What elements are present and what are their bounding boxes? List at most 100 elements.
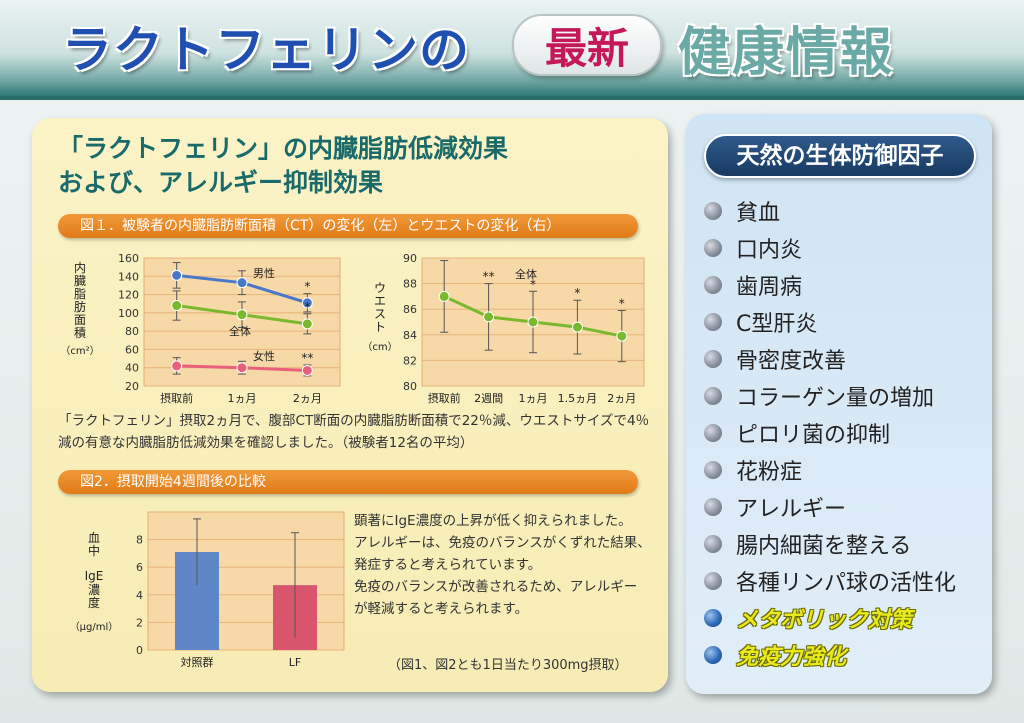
benefit-item: 花粉症 (704, 451, 956, 488)
benefits-title: 天然の生体防御因子 (704, 134, 976, 178)
y-tick-label: 82 (403, 354, 417, 367)
y-tick-label: 6 (136, 561, 143, 574)
series-label: 全体 (515, 267, 537, 281)
figure1-caption-line2: 減の有意な内臓脂肪低減効果を確認しました。（被験者12名の平均） (58, 435, 474, 451)
benefit-label: 口内炎 (736, 237, 803, 263)
benefit-label: 花粉症 (736, 459, 803, 485)
y-axis-label-char: ス (374, 307, 386, 321)
benefit-item: ピロリ菌の抑制 (704, 414, 956, 451)
y-tick-label: 2 (136, 616, 143, 629)
significance-mark: * (304, 280, 310, 294)
significance-mark: * (304, 300, 310, 314)
article-heading-line1: 「ラクトフェリン」の内臓脂肪低減効果 (58, 134, 509, 163)
y-tick-label: 80 (403, 380, 417, 393)
y-tick-label: 60 (125, 343, 139, 356)
benefit-item: アレルギー (704, 488, 956, 525)
chart-waist: 80 82 84 86 88 90 摂取前 2週間 1ヵ月 1.5ヵ月 2ヵ月 ** * * * 全体ウエスト… (362, 248, 652, 408)
benefit-label: 各種リンパ球の活性化 (736, 570, 957, 596)
bullet-icon (704, 312, 722, 331)
benefit-item: 貧血 (704, 192, 956, 229)
data-point (571, 321, 583, 333)
data-point (236, 277, 248, 289)
y-tick-label: 100 (118, 307, 139, 320)
figure1-caption-line1: 「ラクトフェリン」摂取2ヵ月で、腹部CT断面の内臓脂肪断面積で22％減、ウエスト… (58, 413, 650, 429)
bullet-icon (704, 238, 722, 257)
benefit-item: メタボリック対策 (704, 599, 956, 636)
y-axis-label-char: 積 (74, 325, 86, 340)
bullet-icon (704, 386, 722, 405)
y-tick-label: 84 (403, 329, 417, 342)
series-label: 男性 (253, 266, 275, 280)
x-tick-label: 摂取前 (428, 391, 461, 405)
data-point (616, 330, 628, 342)
figure2-title-bar: 図2．摂取開始4週間後の比較 (58, 470, 638, 494)
significance-mark: ** (301, 351, 313, 365)
y-axis-label-char: 度 (88, 595, 100, 610)
benefit-item: コラーゲン量の増加 (704, 377, 956, 414)
bullet-icon (704, 608, 722, 627)
y-tick-label: 120 (118, 289, 139, 302)
x-tick-label: 1.5ヵ月 (558, 392, 598, 405)
benefit-item: 腸内細菌を整える (704, 525, 956, 562)
y-axis-label-char: 脂 (74, 286, 86, 301)
benefit-label: メタボリック対策 (736, 607, 913, 633)
bullet-icon (704, 460, 722, 479)
series-label: 女性 (253, 349, 275, 363)
bullet-icon (704, 645, 722, 664)
y-tick-label: 8 (136, 534, 143, 547)
y-tick-label: 140 (118, 270, 139, 283)
bullet-icon (704, 423, 722, 442)
x-tick-label: 1ヵ月 (519, 392, 548, 405)
y-axis-label-char: 濃 (88, 583, 100, 597)
figure2-text-line4: 免疫のバランスが改善されるため、アレルギー (354, 579, 638, 595)
y-axis-label-char: ト (374, 320, 386, 334)
data-point (301, 318, 313, 330)
benefits-list: 貧血 口内炎 歯周病 C型肝炎 骨密度改善 コラーゲン量の増加 ピロリ菌の抑制 花粉症 アレルギ… (704, 192, 956, 673)
data-point (236, 362, 248, 374)
data-point (483, 311, 495, 323)
data-point (236, 309, 248, 321)
y-axis-label-char: 内 (74, 261, 86, 275)
page-title: ラクトフェリンの (62, 21, 470, 79)
data-point (301, 297, 313, 309)
y-axis-unit: （cm²） (60, 345, 99, 357)
y-axis-unit: （μg/ml） (70, 621, 119, 633)
title-badge-new: 最新 (512, 14, 662, 76)
dosage-note: （図1、図2とも1日当たり300mg摂取） (388, 658, 628, 673)
figure2-text-line1: 顕著にIgE濃度の上昇が低く抑えられました。 (354, 513, 632, 529)
chart-visceral-fat: 20 40 60 80 100 120 140 160 摂取前 1ヵ月 2ヵ月 * 男性 * 全体 ** 女性 内… (46, 248, 346, 408)
figure1-caption: 「ラクトフェリン」摂取2ヵ月で、腹部CT断面の内臓脂肪断面積で22％減、ウエスト… (58, 410, 649, 454)
y-axis-label-char: ウ (374, 281, 386, 295)
y-axis-label-char: 中 (88, 543, 100, 558)
data-point (171, 300, 183, 312)
article-panel: 「ラクトフェリン」の内臓脂肪低減効果 および、アレルギー抑制効果 図１．被験者の… (32, 118, 668, 692)
significance-mark: * (574, 286, 580, 300)
figure2-description: 顕著にIgE濃度の上昇が低く抑えられました。 アレルギーは、免疫のバランスがくず… (354, 510, 651, 620)
y-axis-label-char: エ (374, 294, 386, 308)
figure2-text-line2: アレルギーは、免疫のバランスがくずれた結果、 (354, 535, 651, 551)
series-label: 全体 (229, 324, 251, 338)
benefit-label: 貧血 (736, 200, 781, 226)
y-tick-label: 88 (403, 278, 417, 291)
bullet-icon (704, 497, 722, 516)
y-tick-label: 86 (403, 303, 417, 316)
figure2-text-line5: が軽減すると考えられます。 (354, 601, 529, 617)
header-banner: ラクトフェリンの 最新 健康情報 (0, 0, 1024, 100)
x-tick-label: LF (289, 656, 301, 669)
benefit-label: ピロリ菌の抑制 (736, 422, 891, 448)
x-tick-label: 対照群 (181, 655, 214, 669)
figure1-title-bar: 図１．被験者の内臓脂肪断面積（CT）の変化（左）とウエストの変化（右） (58, 214, 638, 238)
data-point (301, 364, 313, 376)
x-tick-label: 1ヵ月 (228, 392, 257, 405)
chart-ige: 0 2 4 6 8 対照群 LF 血中 IgE 濃度 （μg/ml） (46, 502, 366, 674)
y-tick-label: 80 (125, 325, 139, 338)
bullet-icon (704, 201, 722, 220)
article-heading-line2: および、アレルギー抑制効果 (58, 168, 384, 197)
y-tick-label: 40 (125, 362, 139, 375)
bullet-icon (704, 349, 722, 368)
bullet-icon (704, 275, 722, 294)
data-point (171, 360, 183, 372)
x-tick-label: 2ヵ月 (607, 392, 636, 405)
significance-mark: ** (483, 270, 495, 284)
benefit-item: 免疫力強化 (704, 636, 956, 673)
